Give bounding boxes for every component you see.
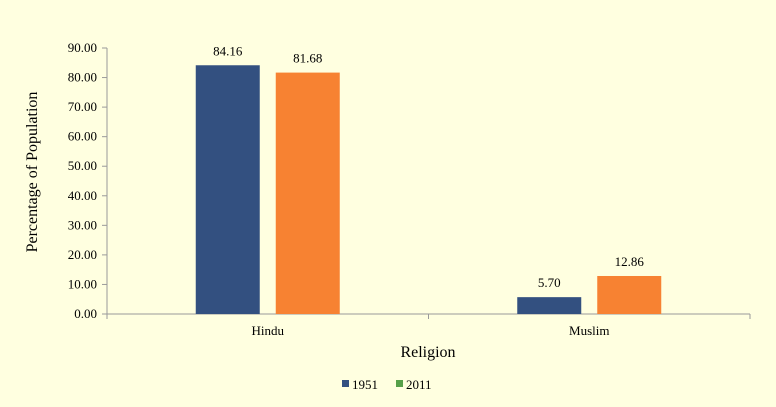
legend-label-1951: 1951 [352, 377, 378, 392]
bar-2011-hindu [275, 72, 340, 314]
data-labels: 84.16 5.70 81.68 12.86 [213, 43, 644, 290]
y-tick-label: 70.00 [68, 99, 97, 114]
y-tick-label: 0.00 [74, 306, 97, 321]
y-tick-label: 30.00 [68, 217, 97, 232]
y-tick-label: 60.00 [68, 129, 97, 144]
bars [195, 65, 662, 315]
x-axis-title: Religion [400, 344, 455, 361]
data-label: 84.16 [213, 43, 243, 58]
y-tick-label: 40.00 [68, 188, 97, 203]
bar-1951-muslim [517, 297, 582, 314]
legend-swatch-1951 [342, 380, 349, 387]
y-axis: 0.00 10.00 20.00 30.00 40.00 50.00 60.00 70.00 8… [68, 40, 108, 321]
data-label: 81.68 [293, 51, 322, 66]
bar-1951-hindu [195, 65, 260, 315]
data-label: 5.70 [538, 275, 561, 290]
y-axis-title: Percentage of Population [24, 92, 41, 253]
x-tick-label: Muslim [569, 323, 609, 338]
y-tick-label: 20.00 [68, 247, 97, 262]
bar-2011-muslim [597, 275, 662, 314]
x-axis: Hindu Muslim [106, 313, 751, 338]
data-label: 12.86 [615, 254, 645, 269]
y-tick-label: 90.00 [68, 40, 97, 55]
x-tick-label: Hindu [252, 323, 285, 338]
y-tick-label: 10.00 [68, 276, 97, 291]
legend: 1951 2011 [342, 377, 432, 392]
legend-label-2011: 2011 [406, 377, 432, 392]
y-tick-label: 50.00 [68, 158, 97, 173]
y-tick-label: 80.00 [68, 70, 97, 85]
legend-swatch-2011 [396, 380, 403, 387]
